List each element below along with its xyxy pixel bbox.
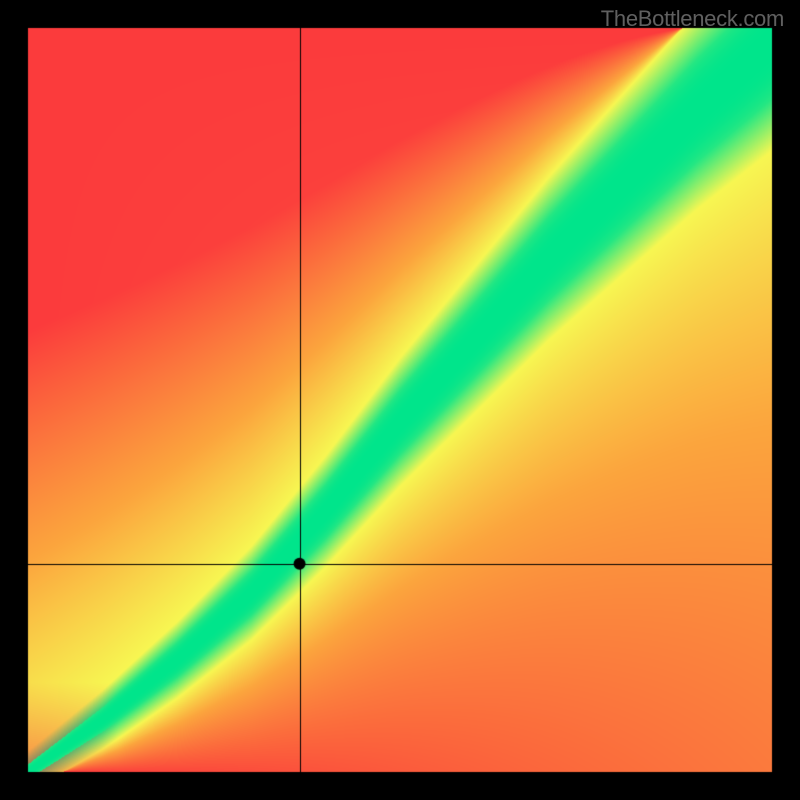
- bottleneck-heatmap: [0, 0, 800, 800]
- chart-container: TheBottleneck.com: [0, 0, 800, 800]
- watermark-text: TheBottleneck.com: [601, 6, 784, 32]
